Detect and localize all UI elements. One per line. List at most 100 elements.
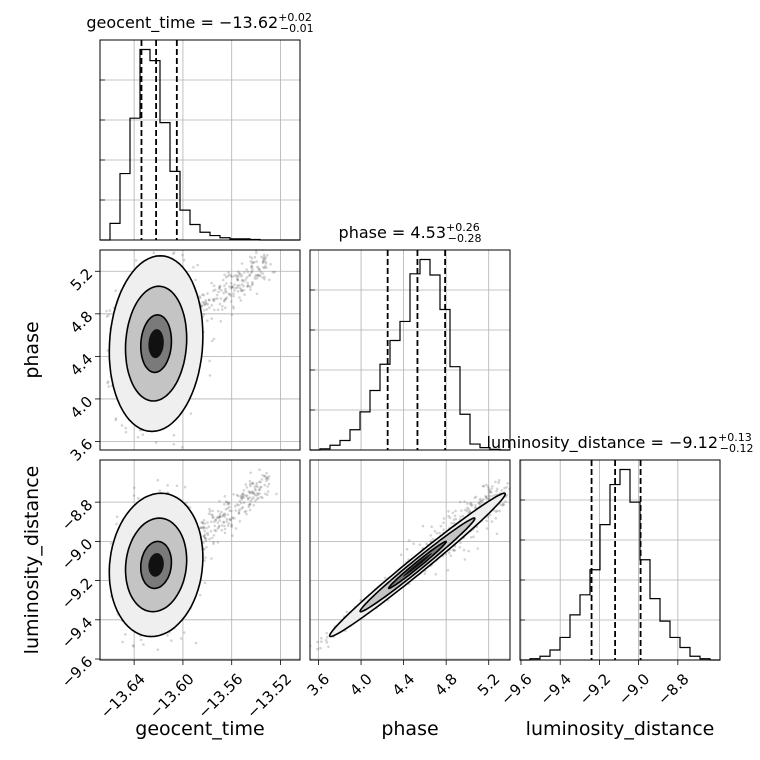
x-tick-label: −13.60 bbox=[146, 670, 198, 722]
scatter-point bbox=[115, 522, 118, 526]
scatter-point bbox=[305, 653, 308, 656]
scatter-point bbox=[476, 547, 480, 550]
scatter-point bbox=[203, 303, 206, 306]
scatter-point bbox=[500, 489, 504, 492]
panel-frame-0-0 bbox=[99, 39, 301, 241]
scatter-point bbox=[181, 253, 184, 257]
scatter-point bbox=[488, 513, 492, 517]
scatter-point bbox=[227, 292, 231, 296]
scatter-point bbox=[263, 275, 266, 279]
scatter-point bbox=[109, 542, 113, 545]
scatter-point bbox=[249, 260, 253, 263]
density-peak bbox=[148, 329, 164, 359]
scatter-point bbox=[454, 509, 457, 513]
scatter-point bbox=[256, 492, 259, 495]
scatter-point bbox=[487, 497, 491, 500]
scatter-point bbox=[230, 525, 233, 529]
scatter-point bbox=[249, 288, 252, 292]
scatter-point bbox=[438, 531, 441, 535]
density-geocent-time-phase bbox=[108, 254, 204, 433]
scatter-point bbox=[203, 308, 206, 312]
scatter-point bbox=[241, 278, 244, 282]
scatter-point bbox=[227, 522, 230, 525]
scatter-point bbox=[201, 301, 205, 304]
scatter-point bbox=[505, 486, 508, 489]
scatter-point bbox=[407, 539, 411, 542]
scatter-point bbox=[230, 524, 233, 527]
scatter-point bbox=[203, 536, 207, 539]
scatter-point bbox=[442, 517, 446, 520]
scatter-point bbox=[238, 520, 242, 523]
scatter-point bbox=[105, 309, 108, 313]
scatter-point bbox=[201, 522, 205, 525]
scatter-point bbox=[209, 530, 213, 533]
scatter-point bbox=[217, 524, 221, 528]
scatter-point bbox=[261, 260, 265, 264]
scatter-point bbox=[267, 475, 271, 478]
scatter-point bbox=[198, 295, 201, 298]
scatter-point bbox=[229, 274, 233, 278]
y-tick-label: −9.6 bbox=[58, 653, 96, 691]
scatter-point bbox=[225, 296, 229, 299]
histogram-phase bbox=[310, 258, 510, 451]
scatter-point bbox=[240, 262, 244, 265]
scatter-point bbox=[207, 512, 211, 516]
scatter-point bbox=[252, 491, 255, 495]
scatter-point bbox=[266, 485, 270, 488]
scatter-point bbox=[218, 302, 222, 306]
y-tick-label: 4.0 bbox=[67, 393, 97, 423]
panel-title-luminosity-distance: luminosity_distance = −9.12+0.13 −0.12 bbox=[487, 431, 754, 455]
scatter-point bbox=[405, 547, 409, 551]
scatter-point bbox=[250, 271, 253, 274]
scatter-point bbox=[255, 482, 259, 485]
scatter-point bbox=[236, 290, 240, 293]
scatter-point bbox=[259, 486, 262, 489]
scatter-point bbox=[320, 637, 323, 640]
scatter-point bbox=[223, 524, 226, 528]
y-tick-label: −9.2 bbox=[58, 574, 96, 612]
panel-title-geocent-time: geocent_time = −13.62+0.02 −0.01 bbox=[86, 11, 313, 35]
scatter-point bbox=[214, 288, 217, 292]
scatter-point bbox=[226, 503, 230, 506]
scatter-point bbox=[269, 262, 272, 266]
scatter-point bbox=[266, 490, 270, 493]
scatter-point bbox=[206, 319, 209, 323]
scatter-point bbox=[464, 508, 467, 512]
scatter-point bbox=[220, 528, 224, 532]
scatter-point bbox=[206, 302, 209, 306]
scatter-point bbox=[265, 479, 268, 483]
scatter-point bbox=[156, 478, 160, 482]
scatter-point bbox=[203, 301, 206, 304]
scatter-point bbox=[194, 278, 197, 282]
scatter-point bbox=[234, 504, 237, 508]
scatter-point bbox=[166, 484, 169, 487]
scatter-point bbox=[218, 284, 222, 288]
scatter-point bbox=[255, 273, 258, 277]
scatter-point bbox=[212, 299, 216, 303]
scatter-point bbox=[211, 516, 215, 520]
scatter-point bbox=[497, 481, 500, 485]
scatter-point bbox=[466, 502, 469, 506]
scatter-point bbox=[498, 509, 502, 513]
scatter-point bbox=[212, 534, 216, 537]
scatter-point bbox=[463, 558, 467, 561]
scatter-point bbox=[453, 514, 457, 518]
scatter-point bbox=[219, 297, 223, 300]
scatter-point bbox=[224, 287, 227, 291]
scatter-point bbox=[224, 275, 228, 279]
scatter-point bbox=[202, 534, 206, 538]
scatter-point bbox=[434, 573, 438, 576]
y-tick-label: −8.8 bbox=[58, 496, 96, 534]
scatter-point bbox=[107, 313, 110, 317]
scatter-point bbox=[262, 259, 265, 263]
scatter-point bbox=[192, 265, 195, 269]
scatter-point bbox=[449, 554, 453, 557]
density-phase-luminosity-distance bbox=[328, 492, 507, 638]
scatter-point bbox=[479, 499, 483, 503]
scatter-point bbox=[487, 489, 491, 492]
scatter-point bbox=[246, 496, 250, 500]
scatter-point bbox=[121, 640, 124, 644]
x-axis-label-luminosity-distance: luminosity_distance bbox=[526, 718, 715, 740]
scatter-point bbox=[210, 520, 213, 524]
scatter-point bbox=[204, 537, 208, 541]
